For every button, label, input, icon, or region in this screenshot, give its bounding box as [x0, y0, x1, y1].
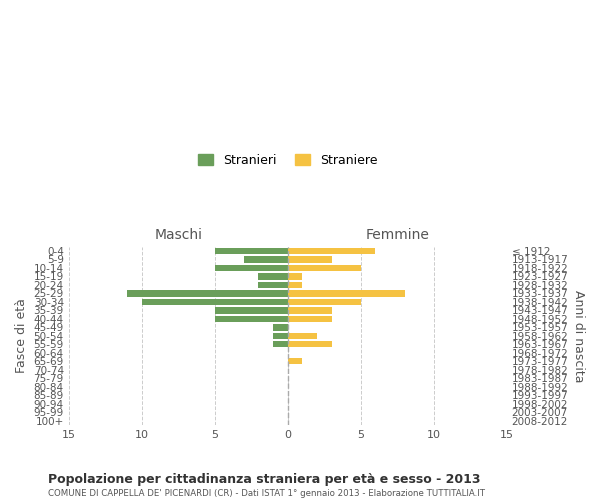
- Bar: [215, 248, 287, 254]
- Bar: [287, 316, 331, 322]
- Bar: [287, 248, 376, 254]
- Bar: [127, 290, 287, 296]
- Legend: Stranieri, Straniere: Stranieri, Straniere: [193, 148, 383, 172]
- Bar: [287, 256, 331, 262]
- Bar: [259, 282, 287, 288]
- Bar: [287, 274, 302, 280]
- Bar: [287, 299, 361, 305]
- Y-axis label: Anni di nascita: Anni di nascita: [572, 290, 585, 382]
- Bar: [273, 324, 287, 330]
- Bar: [287, 282, 302, 288]
- Bar: [259, 274, 287, 280]
- Y-axis label: Fasce di età: Fasce di età: [15, 298, 28, 374]
- Bar: [287, 342, 331, 347]
- Bar: [273, 342, 287, 347]
- Bar: [287, 265, 361, 271]
- Text: COMUNE DI CAPPELLA DE' PICENARDI (CR) - Dati ISTAT 1° gennaio 2013 - Elaborazion: COMUNE DI CAPPELLA DE' PICENARDI (CR) - …: [48, 489, 485, 498]
- Bar: [287, 358, 302, 364]
- Bar: [142, 299, 287, 305]
- Bar: [215, 265, 287, 271]
- Bar: [287, 333, 317, 339]
- Text: Popolazione per cittadinanza straniera per età e sesso - 2013: Popolazione per cittadinanza straniera p…: [48, 472, 481, 486]
- Bar: [215, 316, 287, 322]
- Bar: [215, 308, 287, 314]
- Bar: [244, 256, 287, 262]
- Bar: [273, 333, 287, 339]
- Bar: [287, 290, 404, 296]
- Bar: [287, 308, 331, 314]
